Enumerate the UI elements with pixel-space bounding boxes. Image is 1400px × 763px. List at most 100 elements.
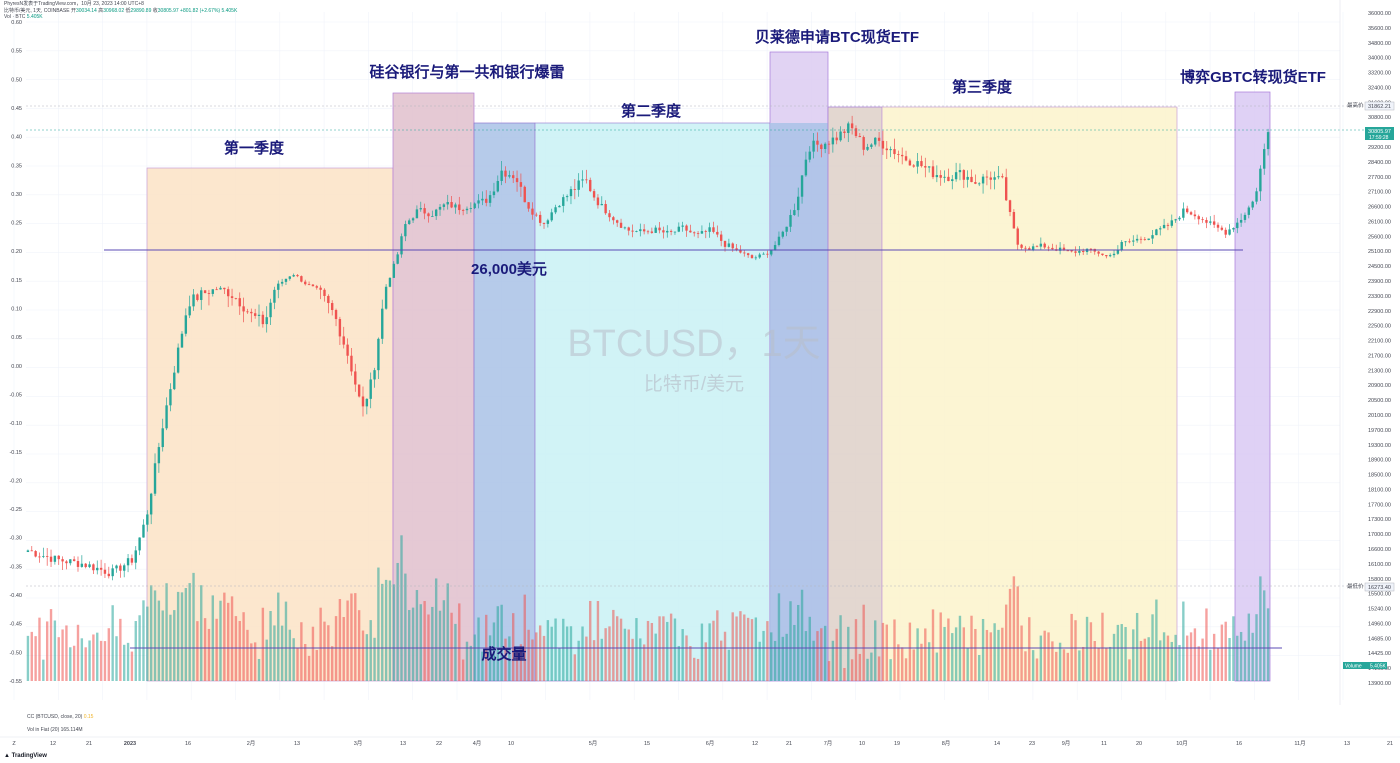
volume-bar — [454, 623, 457, 681]
candle-body — [700, 231, 704, 234]
volume-bar — [631, 638, 634, 681]
volume-bar — [176, 591, 180, 681]
candle-body — [943, 176, 946, 178]
volume-bar — [581, 626, 584, 681]
candle-body — [211, 289, 214, 294]
candle-body — [173, 372, 176, 390]
volume-bar — [1263, 590, 1266, 681]
volume-bar — [165, 583, 168, 681]
candle-body — [1105, 255, 1108, 257]
candle-body — [612, 217, 615, 221]
right-axis[interactable]: 36000.00 35600.00 34800.00 34000.00 33200.00… — [1339, 0, 1391, 705]
volume-bar — [1024, 651, 1027, 681]
candle-body — [658, 227, 661, 231]
volume-bar — [119, 618, 122, 681]
time-axis[interactable]: Z 12 21 2023 16 2月 13 3月 13 22 4月 10 5月 15 6月 12 21 7月 10 1… — [0, 736, 1400, 747]
candle-body — [288, 276, 292, 279]
volume-bar — [1182, 601, 1185, 681]
volume-bar — [727, 649, 731, 681]
candle-body — [246, 311, 249, 313]
candle-body — [642, 229, 646, 232]
left-axis-tick: 0.35 — [11, 163, 22, 169]
volume-bar — [76, 624, 80, 681]
candle-body — [111, 568, 114, 577]
candle-body — [931, 166, 935, 178]
cc-indicator[interactable]: CC (BTCUSD, close, 20) 0.15 — [27, 714, 94, 720]
volume-bar — [770, 632, 773, 681]
candle-body — [535, 214, 538, 216]
time-axis-tick: 20 — [1136, 741, 1142, 747]
candle-body — [250, 311, 253, 314]
volume-bar — [473, 634, 476, 681]
volume-bar — [693, 657, 696, 681]
candle-body — [242, 306, 245, 312]
candle-body — [223, 287, 226, 290]
candle-body — [230, 296, 234, 298]
candle-body — [350, 355, 353, 372]
volume-bar — [200, 585, 203, 681]
candle-body — [1166, 224, 1170, 226]
candle-body — [49, 556, 53, 562]
candle-body — [431, 216, 434, 217]
volume-bar — [877, 656, 881, 681]
candle-body — [184, 315, 188, 334]
volume-bar — [1116, 624, 1120, 681]
candle-body — [1020, 244, 1023, 248]
volume-bar — [893, 619, 896, 681]
watermark-subtitle: 比特币/美元 — [644, 373, 744, 395]
svg-text:最高价: 最高价 — [1347, 101, 1364, 109]
candle-body — [354, 371, 357, 385]
author-line: PhyresN发表于TradingView.com，10月 23, 2023 1… — [4, 1, 144, 7]
volume-bar — [854, 619, 858, 681]
symbol-name[interactable]: 比特币/美元, 1天, COINBASE — [4, 7, 70, 14]
volume-bar — [812, 640, 815, 681]
candle-body — [396, 254, 399, 264]
candle-body — [893, 149, 896, 155]
volume-indicator-line[interactable]: Vol · BTC 5.405K — [4, 14, 43, 20]
volume-bar — [384, 579, 388, 681]
candle-body — [458, 204, 461, 211]
volume-bar — [650, 623, 654, 681]
candle-body — [1236, 222, 1239, 229]
annotation-support: 26,000美元 — [471, 260, 547, 278]
candle-body — [1182, 208, 1185, 218]
svg-text:17:59:28: 17:59:28 — [1369, 135, 1389, 141]
volume-bar — [149, 585, 153, 681]
candle-body — [215, 289, 218, 291]
candle-body — [538, 214, 542, 223]
left-axis-tick: 0.50 — [11, 77, 22, 83]
candle-body — [904, 156, 908, 161]
volume-bar — [746, 617, 750, 681]
right-axis-tick: 15800.00 — [1368, 577, 1391, 583]
volume-bar — [45, 621, 49, 681]
candle-body — [381, 308, 384, 339]
annotation-volume: 成交量 — [481, 645, 526, 663]
candle-body — [176, 347, 180, 373]
candle-body — [1024, 247, 1027, 249]
candle-body — [519, 182, 523, 187]
candle-body — [165, 405, 168, 429]
volume-bar — [211, 595, 214, 681]
volume-bar — [789, 601, 792, 681]
candle-body — [103, 569, 107, 574]
candle-body — [149, 493, 153, 515]
chart-header: PhyresN发表于TradingView.com，10月 23, 2023 1… — [4, 1, 904, 27]
volume-bar — [615, 616, 619, 681]
volume-bar — [754, 617, 758, 681]
volume-bar — [99, 640, 103, 681]
time-axis-tick: 13 — [400, 741, 406, 747]
vol-fiat-indicator[interactable]: Vol in Fiat (20) 165.114M — [27, 727, 83, 733]
volume-bar — [515, 652, 519, 681]
volume-bar — [704, 642, 707, 681]
volume-bar — [400, 535, 403, 681]
candle-body — [465, 208, 469, 211]
volume-bar — [920, 643, 923, 681]
volume-bar — [53, 620, 57, 681]
watermark-title: BTCUSD，1天 — [567, 323, 820, 365]
candlesticks — [26, 115, 1270, 581]
volume-bar — [1239, 631, 1243, 681]
candle-body — [26, 550, 30, 553]
candle-body — [1139, 238, 1143, 240]
candle-body — [1143, 239, 1147, 241]
